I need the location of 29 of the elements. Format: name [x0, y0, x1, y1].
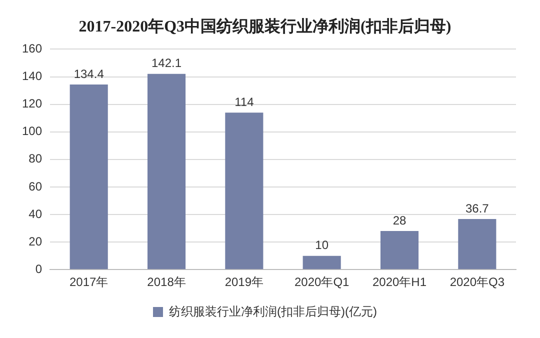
y-tick-label: 160 — [22, 42, 42, 56]
y-tick-label: 80 — [28, 152, 42, 166]
bar — [458, 219, 496, 270]
bar — [225, 112, 264, 270]
y-tick-label: 20 — [28, 234, 42, 248]
bar — [70, 84, 108, 270]
x-tick-label: 2017年 — [70, 275, 108, 290]
bar — [147, 74, 186, 270]
y-tick-label: 100 — [22, 124, 42, 138]
y-tick-label: 0 — [35, 262, 42, 276]
x-tick-label: 2019年 — [224, 275, 264, 290]
data-label: 36.7 — [465, 201, 490, 216]
bar — [380, 231, 419, 270]
y-tick-label: 120 — [22, 96, 42, 111]
x-tick-label: 2020年Q1 — [294, 275, 350, 290]
x-tick-label: 2018年 — [147, 275, 186, 290]
bar — [302, 256, 341, 270]
y-tick-label: 140 — [22, 69, 42, 84]
chart-title: 2017-2020年Q3中国纺织服装行业净利润(扣非后归母) — [78, 18, 452, 36]
data-label: 28 — [392, 213, 406, 228]
data-label: 134.4 — [74, 66, 104, 81]
y-tick-label: 60 — [28, 179, 42, 194]
data-label: 142.1 — [152, 56, 182, 70]
y-tick-label: 40 — [28, 206, 42, 221]
legend-label: 纺织服装行业净利润(扣非后归母)(亿元) — [169, 304, 377, 318]
x-tick-label: 2020年Q3 — [450, 275, 505, 290]
data-label: 114 — [234, 94, 254, 109]
data-label: 10 — [315, 238, 329, 252]
x-tick-label: 2020年H1 — [372, 275, 427, 290]
